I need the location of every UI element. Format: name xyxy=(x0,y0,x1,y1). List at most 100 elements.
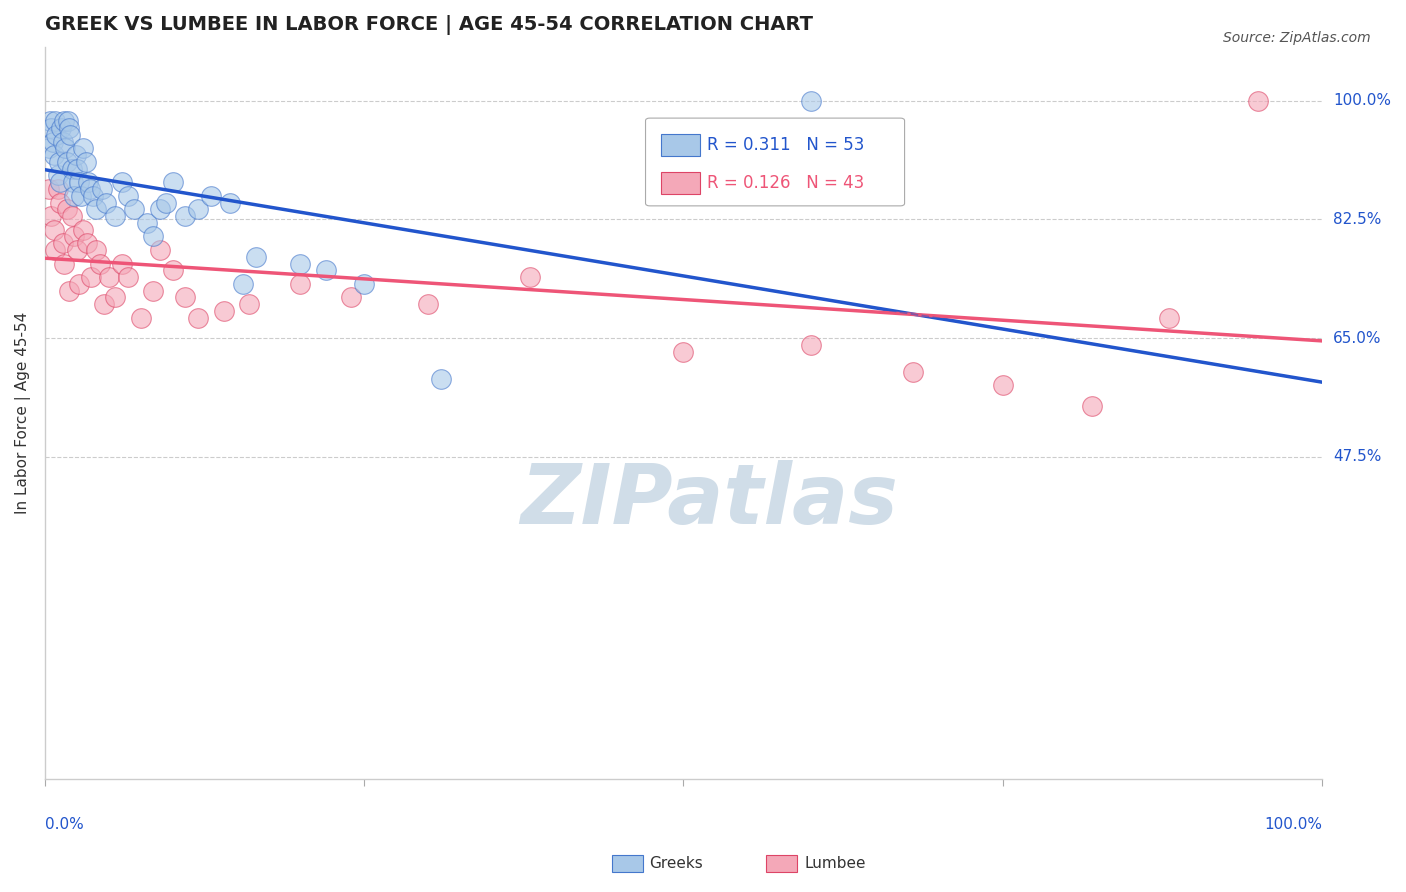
Point xyxy=(245,250,267,264)
Point xyxy=(46,169,69,183)
Text: 65.0%: 65.0% xyxy=(1333,331,1382,345)
Point xyxy=(84,202,107,217)
Point xyxy=(77,175,100,189)
Point xyxy=(104,290,127,304)
Point xyxy=(52,135,75,149)
Point xyxy=(200,188,222,202)
Point xyxy=(162,175,184,189)
Point xyxy=(42,222,65,236)
Text: ZIPatlas: ZIPatlas xyxy=(520,460,898,541)
Point xyxy=(903,365,925,379)
Y-axis label: In Labor Force | Age 45-54: In Labor Force | Age 45-54 xyxy=(15,311,31,514)
Point xyxy=(110,256,132,270)
Point xyxy=(79,182,101,196)
Point xyxy=(1247,94,1270,108)
Point xyxy=(519,270,541,285)
Point xyxy=(41,135,63,149)
Text: 82.5%: 82.5% xyxy=(1333,212,1381,227)
Text: 100.0%: 100.0% xyxy=(1333,94,1391,108)
Point xyxy=(38,141,60,155)
Point xyxy=(991,378,1014,392)
Point xyxy=(104,209,127,223)
Point xyxy=(76,236,98,251)
Point xyxy=(55,202,77,217)
Text: Lumbee: Lumbee xyxy=(804,856,866,871)
Point xyxy=(800,338,823,352)
Point xyxy=(58,284,80,298)
Point xyxy=(124,202,146,217)
Point xyxy=(82,188,104,202)
Point xyxy=(38,182,60,196)
Point xyxy=(416,297,439,311)
Point xyxy=(56,114,79,128)
Point xyxy=(212,304,235,318)
Point xyxy=(187,202,209,217)
Point xyxy=(80,270,103,285)
Point xyxy=(136,216,159,230)
Point xyxy=(340,290,363,304)
Point xyxy=(53,256,76,270)
Point xyxy=(52,236,75,251)
Point xyxy=(142,284,165,298)
Point xyxy=(63,188,86,202)
Point xyxy=(39,209,62,223)
Point xyxy=(89,256,111,270)
Point xyxy=(48,154,70,169)
Point xyxy=(353,277,375,291)
Point xyxy=(39,120,62,135)
Point xyxy=(46,182,69,196)
Point xyxy=(39,114,62,128)
Point xyxy=(60,161,83,176)
Point xyxy=(129,310,152,325)
Point xyxy=(162,263,184,277)
Text: 0.0%: 0.0% xyxy=(45,817,83,832)
Point xyxy=(49,195,72,210)
Point xyxy=(232,277,254,291)
Point xyxy=(174,290,197,304)
Point xyxy=(96,195,118,210)
Point xyxy=(53,114,76,128)
Point xyxy=(63,229,86,244)
Point xyxy=(149,243,172,257)
Point xyxy=(672,344,695,359)
Point xyxy=(60,209,83,223)
Point xyxy=(75,154,97,169)
Text: Source: ZipAtlas.com: Source: ZipAtlas.com xyxy=(1223,31,1371,45)
Point xyxy=(59,128,82,142)
Point xyxy=(45,128,67,142)
Point xyxy=(149,202,172,217)
Point xyxy=(66,243,89,257)
Point xyxy=(93,297,115,311)
Point xyxy=(69,188,91,202)
Text: R = 0.126   N = 43: R = 0.126 N = 43 xyxy=(707,174,865,192)
Point xyxy=(55,154,77,169)
Point xyxy=(49,175,72,189)
Point xyxy=(97,270,120,285)
Point xyxy=(44,114,66,128)
Point xyxy=(44,243,66,257)
Point xyxy=(800,94,823,108)
Point xyxy=(65,148,87,162)
Point xyxy=(110,175,132,189)
Point xyxy=(53,141,76,155)
Text: Greeks: Greeks xyxy=(650,856,703,871)
Point xyxy=(142,229,165,244)
Point xyxy=(117,188,139,202)
Point xyxy=(84,243,107,257)
Point xyxy=(238,297,260,311)
Point xyxy=(51,120,73,135)
Point xyxy=(290,256,312,270)
Point xyxy=(72,222,94,236)
Point xyxy=(315,263,337,277)
Point xyxy=(67,175,90,189)
Point xyxy=(42,148,65,162)
Text: 47.5%: 47.5% xyxy=(1333,450,1381,464)
Point xyxy=(1157,310,1180,325)
Point xyxy=(67,277,90,291)
Point xyxy=(155,195,177,210)
Text: GREEK VS LUMBEE IN LABOR FORCE | AGE 45-54 CORRELATION CHART: GREEK VS LUMBEE IN LABOR FORCE | AGE 45-… xyxy=(45,15,813,35)
Text: R = 0.311   N = 53: R = 0.311 N = 53 xyxy=(707,136,865,154)
Point xyxy=(66,161,89,176)
Point xyxy=(62,175,84,189)
Text: 100.0%: 100.0% xyxy=(1264,817,1322,832)
